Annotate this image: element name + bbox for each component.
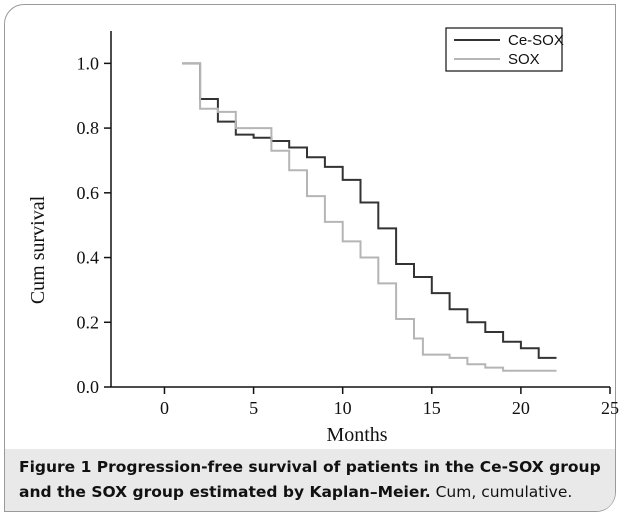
y-ticks: 0.0 0.2 0.4 0.6 0.8 1.0 [77,53,111,397]
y-axis-label: Cum survival [27,195,49,304]
y-tick-label: 0.2 [77,312,100,332]
x-ticks: 0 5 10 15 20 25 [160,387,619,418]
x-tick-label: 0 [160,398,169,418]
y-tick-label: 0.0 [77,377,100,397]
series-lines [182,62,557,372]
y-tick-label: 0.6 [77,183,100,203]
y-tick-label: 1.0 [77,53,100,73]
x-tick-label: 25 [601,398,619,418]
legend-label: SOX [508,51,540,68]
x-axis-label: Months [326,424,387,446]
y-tick-label: 0.4 [77,248,100,268]
y-tick-label: 0.8 [77,118,100,138]
chart: 0.00.20.40.60.81.0 0 5 10 15 20 25 Ce-SOXSOX … [27,27,619,446]
series-line-ce-sox [182,62,557,359]
legend-label: Ce-SOX [508,32,564,49]
series-line-sox [182,62,557,372]
caption-box: Figure 1 Progression-free survival of pa… [5,449,615,511]
figure-caption: Figure 1 Progression-free survival of pa… [19,455,609,505]
caption-bold: Figure 1 Progression-free survival of pa… [19,458,601,501]
legend-box [445,27,563,72]
x-tick-label: 10 [334,398,352,418]
caption-rest: Cum, cumulative. [430,483,573,501]
x-tick-label: 15 [423,398,441,418]
chart-axes [110,31,610,388]
x-tick-label: 20 [512,398,530,418]
x-tick-label: 5 [249,398,258,418]
legend: Ce-SOX SOX [445,27,564,72]
